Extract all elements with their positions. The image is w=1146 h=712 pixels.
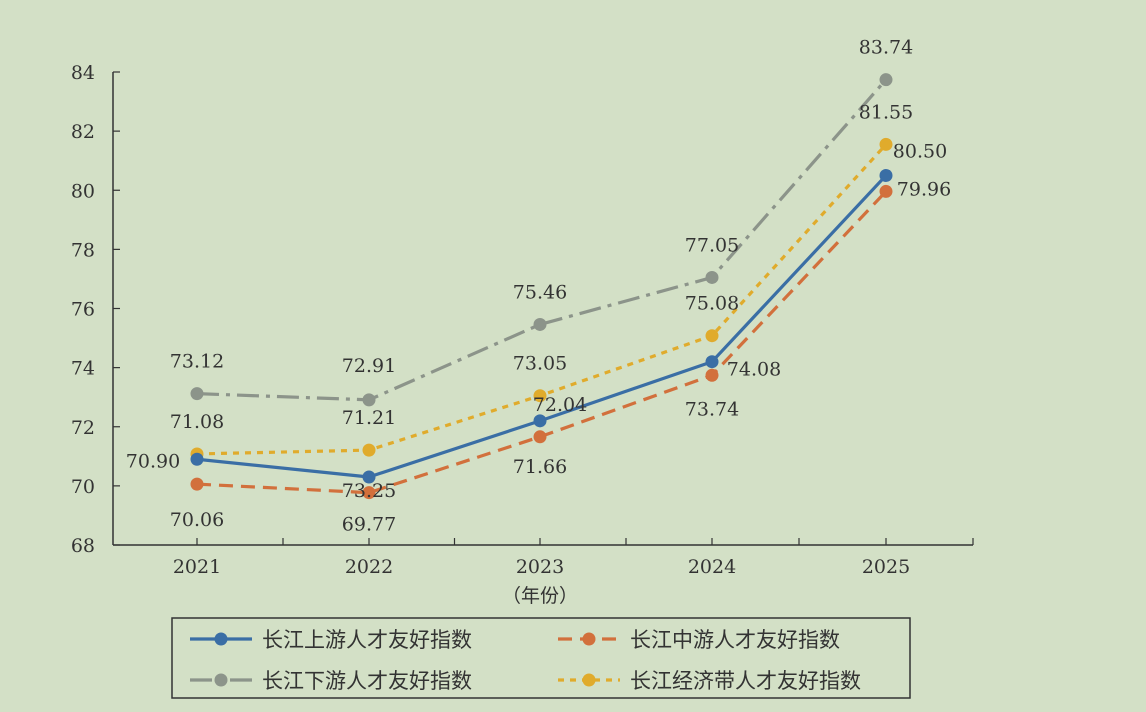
y-tick-label: 68 [71,535,95,557]
data-point [705,368,719,382]
data-point [190,387,204,401]
data-point [533,317,547,331]
y-tick-label: 84 [71,62,95,84]
data-label: 69.77 [342,514,396,536]
y-tick-label: 76 [71,299,95,321]
data-point [879,168,893,182]
data-point [879,184,893,198]
legend-swatch-marker [582,673,596,687]
data-point [190,452,204,466]
data-point [533,414,547,428]
data-label: 71.21 [342,407,396,429]
legend-item-0: 长江上游人才友好指数 [190,628,472,652]
data-label: 70.06 [170,509,224,531]
legend-swatch-marker [214,632,228,646]
data-label: 73.12 [170,351,224,373]
y-tick-label: 74 [71,358,95,380]
series-1 [190,184,893,500]
legend-box [171,617,911,699]
data-point [533,389,547,403]
data-point [362,443,376,457]
y-tick-label: 70 [71,476,95,498]
x-tick-label: 2025 [862,556,910,578]
data-label: 73.74 [685,398,739,420]
y-tick-label: 72 [71,417,95,439]
series-layer [190,73,893,500]
legend-label: 长江中游人才友好指数 [630,628,840,652]
data-label: 81.55 [859,101,913,123]
data-labels: 70.90 73.25 72.04 74.08 80.50 70.06 69.77 71.66… [126,37,951,536]
data-point [362,470,376,484]
legend-swatch-marker [214,673,228,687]
x-tick-label: 2022 [345,556,393,578]
data-label: 70.90 [126,450,180,472]
x-tick-label: 2024 [688,556,736,578]
legend-swatch-marker [582,632,596,646]
y-tick-label: 78 [71,239,95,261]
data-label: 80.50 [893,140,947,162]
data-point [362,486,376,500]
legend-item-2: 长江下游人才友好指数 [190,669,472,693]
data-label: 73.05 [513,353,567,375]
data-label: 75.46 [513,281,567,303]
data-point [362,393,376,407]
data-label: 72.91 [342,355,396,377]
data-label: 71.08 [170,411,224,433]
legend-item-3: 长江经济带人才友好指数 [558,669,861,693]
data-label: 73.25 [342,480,396,502]
data-point [705,355,719,369]
series-2 [190,73,893,407]
data-point [190,477,204,491]
legend-label: 长江经济带人才友好指数 [630,669,861,693]
data-label: 75.08 [685,293,739,315]
series-line [196,190,888,495]
data-label: 83.74 [859,37,913,59]
axes: 68 70 72 74 76 78 80 82 84 2021 2022 2023 2024 2025 （年… [71,62,974,607]
x-tick-label: 2021 [173,556,221,578]
data-point [879,137,893,151]
data-point [879,73,893,87]
data-point [533,430,547,444]
data-label: 77.05 [685,234,739,256]
data-point [705,329,719,343]
data-point [705,270,719,284]
data-label: 74.08 [727,359,781,381]
y-tick-label: 82 [71,121,95,143]
x-tick-label: 2023 [516,556,564,578]
legend-label: 长江上游人才友好指数 [262,628,472,652]
x-axis-label: （年份） [502,585,578,607]
legend-item-1: 长江中游人才友好指数 [558,628,840,652]
data-label: 71.66 [513,456,567,478]
legend-label: 长江下游人才友好指数 [262,669,472,693]
data-label: 79.96 [897,178,951,200]
series-0 [190,168,893,484]
y-tick-label: 80 [71,180,95,202]
data-label: 72.04 [533,394,587,416]
